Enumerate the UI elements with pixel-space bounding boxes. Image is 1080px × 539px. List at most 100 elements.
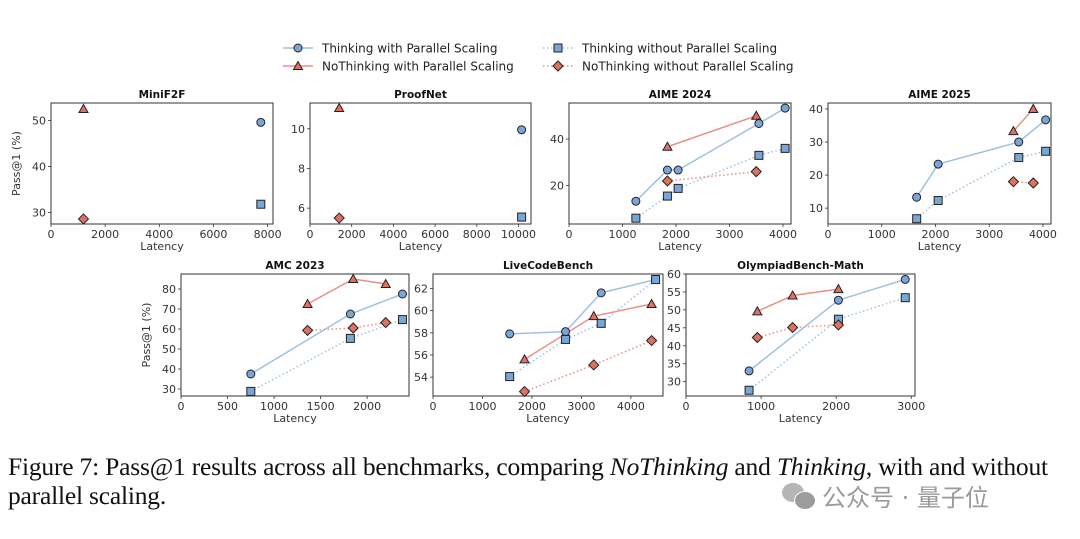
point-twop [1014,153,1024,163]
legend-marker-circle [293,43,303,53]
point-twp [833,295,843,305]
watermark-text: 公众号 · 量子位 [822,484,989,512]
series-line-nwp [757,288,839,313]
point-twp [256,117,266,127]
y-tick-label: 6 [298,202,305,215]
legend-item-twp: Thinking with Parallel Scaling [283,42,497,56]
y-tick-label: 60 [414,305,428,318]
point-twp [662,165,672,175]
legend-label: Thinking without Parallel Scaling [581,42,777,56]
y-tick-label: 10 [291,123,305,136]
series-line-nwop [524,339,652,393]
x-tick-label: 3000 [715,228,743,241]
point-nwop [301,324,314,337]
point-nwp [302,298,313,308]
panel-livecodebench: LiveCodeBench 0 1000 2000 3000 4000 54 56 58 60 62… [414,260,664,425]
point-twop [631,213,641,223]
x-tick-label: 4000 [145,228,173,241]
point-nwp [519,353,530,364]
point-twp [1014,137,1024,147]
y-tick-label: 10 [809,202,823,215]
y-tick-label: 58 [414,327,428,340]
x-tick-label: 2000 [518,400,546,413]
wechat-icon [782,482,816,510]
point-twp [900,274,910,284]
plot-frame [827,102,1052,225]
x-tick-label: 6000 [421,228,449,241]
y-axis-label: Pass@1 (%) [10,131,23,196]
point-twp [345,309,355,319]
point-twp [397,289,407,299]
x-tick-label: 0 [825,228,832,241]
x-tick-label: 1000 [608,228,636,241]
plot-frame [685,273,916,397]
plot-frame [309,102,532,225]
y-tick-label: 56 [414,349,428,362]
y-tick-label: 20 [809,169,823,182]
series-line-twop [509,278,657,378]
y-tick-label: 55 [667,286,681,299]
watermark: 公众号 · 量子位 [782,478,989,513]
caption-em-thinking: Thinking [776,452,866,481]
point-nwp [750,110,762,120]
point-twp [673,165,683,175]
y-tick-label: 30 [32,206,46,219]
point-twp [780,103,790,113]
point-twop [900,293,910,303]
series-line-twop [916,150,1046,220]
x-tick-label: 4000 [379,228,407,241]
y-tick-label: 60 [162,323,176,336]
x-tick-label: 2000 [91,228,119,241]
panel-title: LiveCodeBench [503,260,593,272]
plot-frame [180,273,410,397]
x-tick-label: 2000 [822,400,850,413]
series-line-twp [748,278,906,372]
x-tick-label: 0 [683,400,690,413]
y-tick-label: 30 [667,376,681,389]
x-tick-label: 2000 [921,228,949,241]
caption-mid: and [728,452,777,481]
y-tick-label: 40 [667,340,681,353]
x-axis-label: Latency [658,240,702,253]
panel-title: AIME 2024 [649,89,712,101]
y-tick-label: 45 [667,322,681,335]
point-nwop [77,213,90,225]
series-line-twop [748,296,906,391]
legend-item-nwop: NoThinking without Parallel Scaling [543,60,793,74]
panel-title: ProofNet [394,89,447,101]
x-tick-label: 1000 [260,400,288,413]
x-tick-label: 500 [217,400,238,413]
point-nwp [1008,125,1019,136]
x-tick-label: 2000 [338,228,366,241]
y-tick-label: 20 [550,180,564,193]
point-twop [517,212,527,222]
panel-aime-2025: AIME 2025 0 1000 2000 3000 4000 10 20 30 40 Latenc… [809,89,1057,253]
point-nwop [347,322,359,334]
x-tick-label: 3000 [567,400,595,413]
point-nwop [588,359,600,371]
point-twp [1041,115,1051,125]
point-nwop [750,165,762,178]
panel-olympiadbench-math: OlympiadBench-Math 0 1000 2000 3000 30 35 40 45 5… [667,260,925,425]
caption-prefix: Figure 7: Pass@1 results across all benc… [8,452,610,481]
series-line-nwop [667,170,757,182]
figure: Thinking with Parallel Scaling NoThinking… [10,42,1057,426]
legend-marker-triangle [292,60,304,70]
point-twp [912,192,922,202]
y-tick-label: 40 [550,133,564,146]
point-nwop [333,212,345,224]
point-twp [933,159,943,169]
point-nwop [1007,175,1020,188]
series-line-nwop [757,324,839,339]
point-twp [754,118,764,128]
x-tick-label: 0 [430,400,437,413]
point-twop [933,196,943,206]
x-tick-label: 0 [178,400,185,413]
series-line-twop [635,147,786,219]
point-twp [561,327,571,337]
point-nwop [1027,177,1039,189]
point-nwp [380,278,392,288]
legend-label: NoThinking with Parallel Scaling [322,60,514,74]
point-twp [596,288,606,298]
x-tick-label: 0 [307,228,314,241]
